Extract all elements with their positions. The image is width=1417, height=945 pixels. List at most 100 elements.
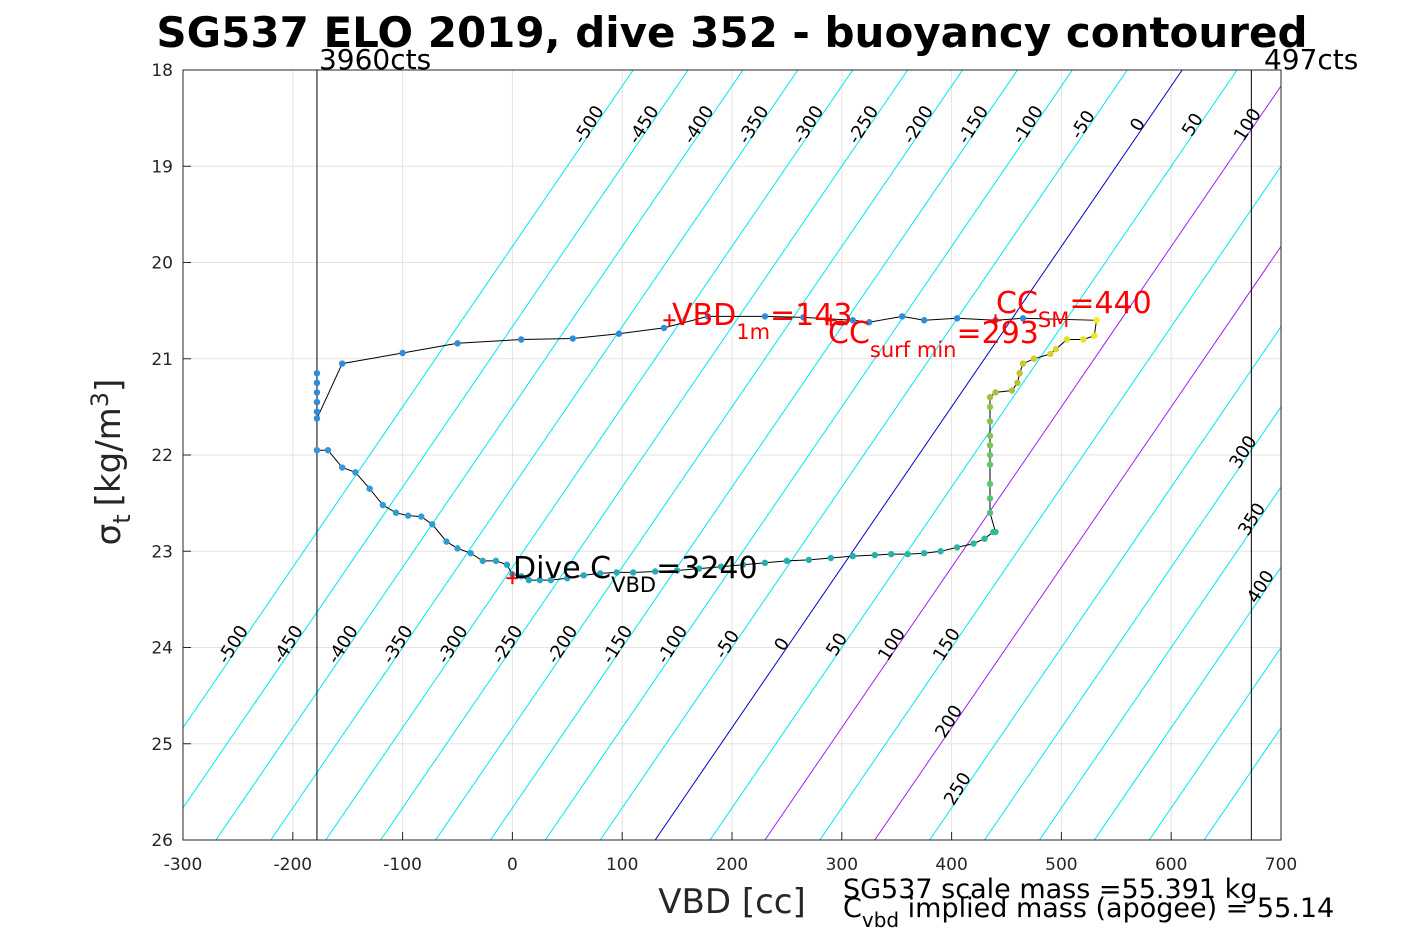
profile-point (1091, 332, 1098, 339)
grid (182, 69, 1282, 841)
contour-line (183, 70, 634, 729)
contour-label: -200 (899, 102, 938, 148)
profile-point (454, 340, 461, 347)
profile-point (418, 513, 425, 520)
profile-point (986, 480, 994, 488)
contour-label: 150 (929, 624, 965, 664)
contour-label: -350 (734, 102, 773, 148)
profile-line (316, 315, 1098, 581)
contour-label: -300 (433, 622, 472, 668)
cc-surf-annotation: CCsurf min=293 (828, 316, 1039, 362)
profile-point (547, 576, 555, 584)
contour-label: 100 (1230, 105, 1266, 145)
y-tick-label: 19 (151, 157, 173, 177)
cc-sm-annotation: CCSM=440 (996, 286, 1152, 332)
profile-point (717, 563, 725, 570)
profile-point (1019, 360, 1027, 367)
x-tick-label: 0 (507, 855, 518, 875)
profile-point (992, 528, 999, 536)
profile-point (783, 557, 791, 565)
contour-line (984, 405, 1281, 840)
y-tick-label: 21 (151, 350, 173, 370)
cc-surf-value: =293 (956, 316, 1038, 351)
profile-point (313, 415, 321, 422)
profile-point (443, 538, 450, 545)
profile-point (992, 389, 999, 396)
buoyancy-contours (183, 70, 1281, 840)
contour-label: 200 (931, 701, 967, 741)
contour-label: 0 (770, 634, 794, 655)
profile-point (479, 557, 486, 565)
contour-label: -500 (569, 102, 608, 148)
profile-point (1080, 336, 1087, 343)
profile-point (580, 572, 587, 579)
profile-point (313, 408, 321, 415)
contour-line (1148, 646, 1281, 840)
x-tick-label: 300 (826, 855, 858, 875)
count-label: 3960cts (319, 43, 431, 76)
profile-point (871, 551, 878, 559)
profile-point (986, 495, 994, 502)
dive-c-sub: VBD (611, 573, 656, 597)
profile-point (392, 509, 400, 516)
contour-label: -100 (653, 622, 692, 668)
profile-point (761, 313, 769, 320)
profile-point (1063, 336, 1071, 343)
y-axis-label: σt [kg/m3] (86, 379, 136, 546)
profile-point (313, 369, 321, 377)
profile-point (970, 540, 977, 547)
profile-point (517, 573, 525, 580)
contour-label: -250 (488, 622, 527, 668)
profile-point (429, 521, 436, 528)
y-tick-label: 26 (151, 831, 173, 851)
dive-c-value: =3240 (656, 551, 757, 586)
profile-point (660, 324, 668, 332)
implied-mass-main: C (843, 893, 862, 924)
x-tick-label: 500 (1045, 855, 1077, 875)
profile-point (888, 550, 895, 558)
profile-point (986, 442, 994, 449)
profile-point (761, 559, 769, 566)
dive-c-annotation: Dive CVBD=3240 (513, 551, 758, 597)
profile-point (849, 317, 856, 324)
cc-sm-main: CC (996, 286, 1038, 321)
y-tick-label: 20 (151, 254, 173, 274)
profile-point (454, 545, 461, 552)
contour-line (929, 325, 1281, 840)
contour-line (654, 70, 1183, 840)
profile-point (404, 512, 412, 519)
contour-line (380, 70, 909, 840)
y-label-sub: t (108, 514, 136, 523)
y-label-sup: 3 (86, 392, 114, 407)
contour-label: -450 (268, 622, 307, 668)
contour-label: 400 (1243, 567, 1279, 607)
vbd-1m-annotation: VBD1m=143 (672, 298, 852, 344)
contour-label: -100 (1008, 102, 1047, 148)
y-label-units: [kg/m (89, 407, 129, 506)
profile-point (467, 549, 474, 557)
profile-point (1030, 355, 1038, 362)
profile-point (366, 485, 373, 492)
profile-point (379, 501, 387, 509)
profile-point (313, 398, 321, 406)
vbd-1m-sub: 1m (736, 320, 770, 344)
profile-point (986, 432, 994, 439)
contour-label: 300 (1225, 432, 1261, 472)
profile-point (695, 565, 703, 572)
cc-sm-value: =440 (1069, 286, 1151, 321)
contour-line (764, 85, 1281, 840)
contour-label: 0 (1126, 114, 1150, 135)
y-label-close: ] (89, 379, 129, 392)
contour-label: -150 (598, 622, 637, 668)
contour-line (709, 70, 1238, 840)
profile-point (937, 548, 944, 555)
profile-point (739, 561, 747, 568)
profile-point (313, 446, 321, 454)
y-tick-label: 22 (151, 446, 173, 466)
profile-point (866, 318, 873, 326)
y-tick-label: 25 (151, 735, 173, 755)
scale-mass-text: SG537 scale mass =55.391 kg (843, 874, 1257, 905)
profile-point (569, 335, 576, 342)
profile-point (673, 567, 681, 574)
